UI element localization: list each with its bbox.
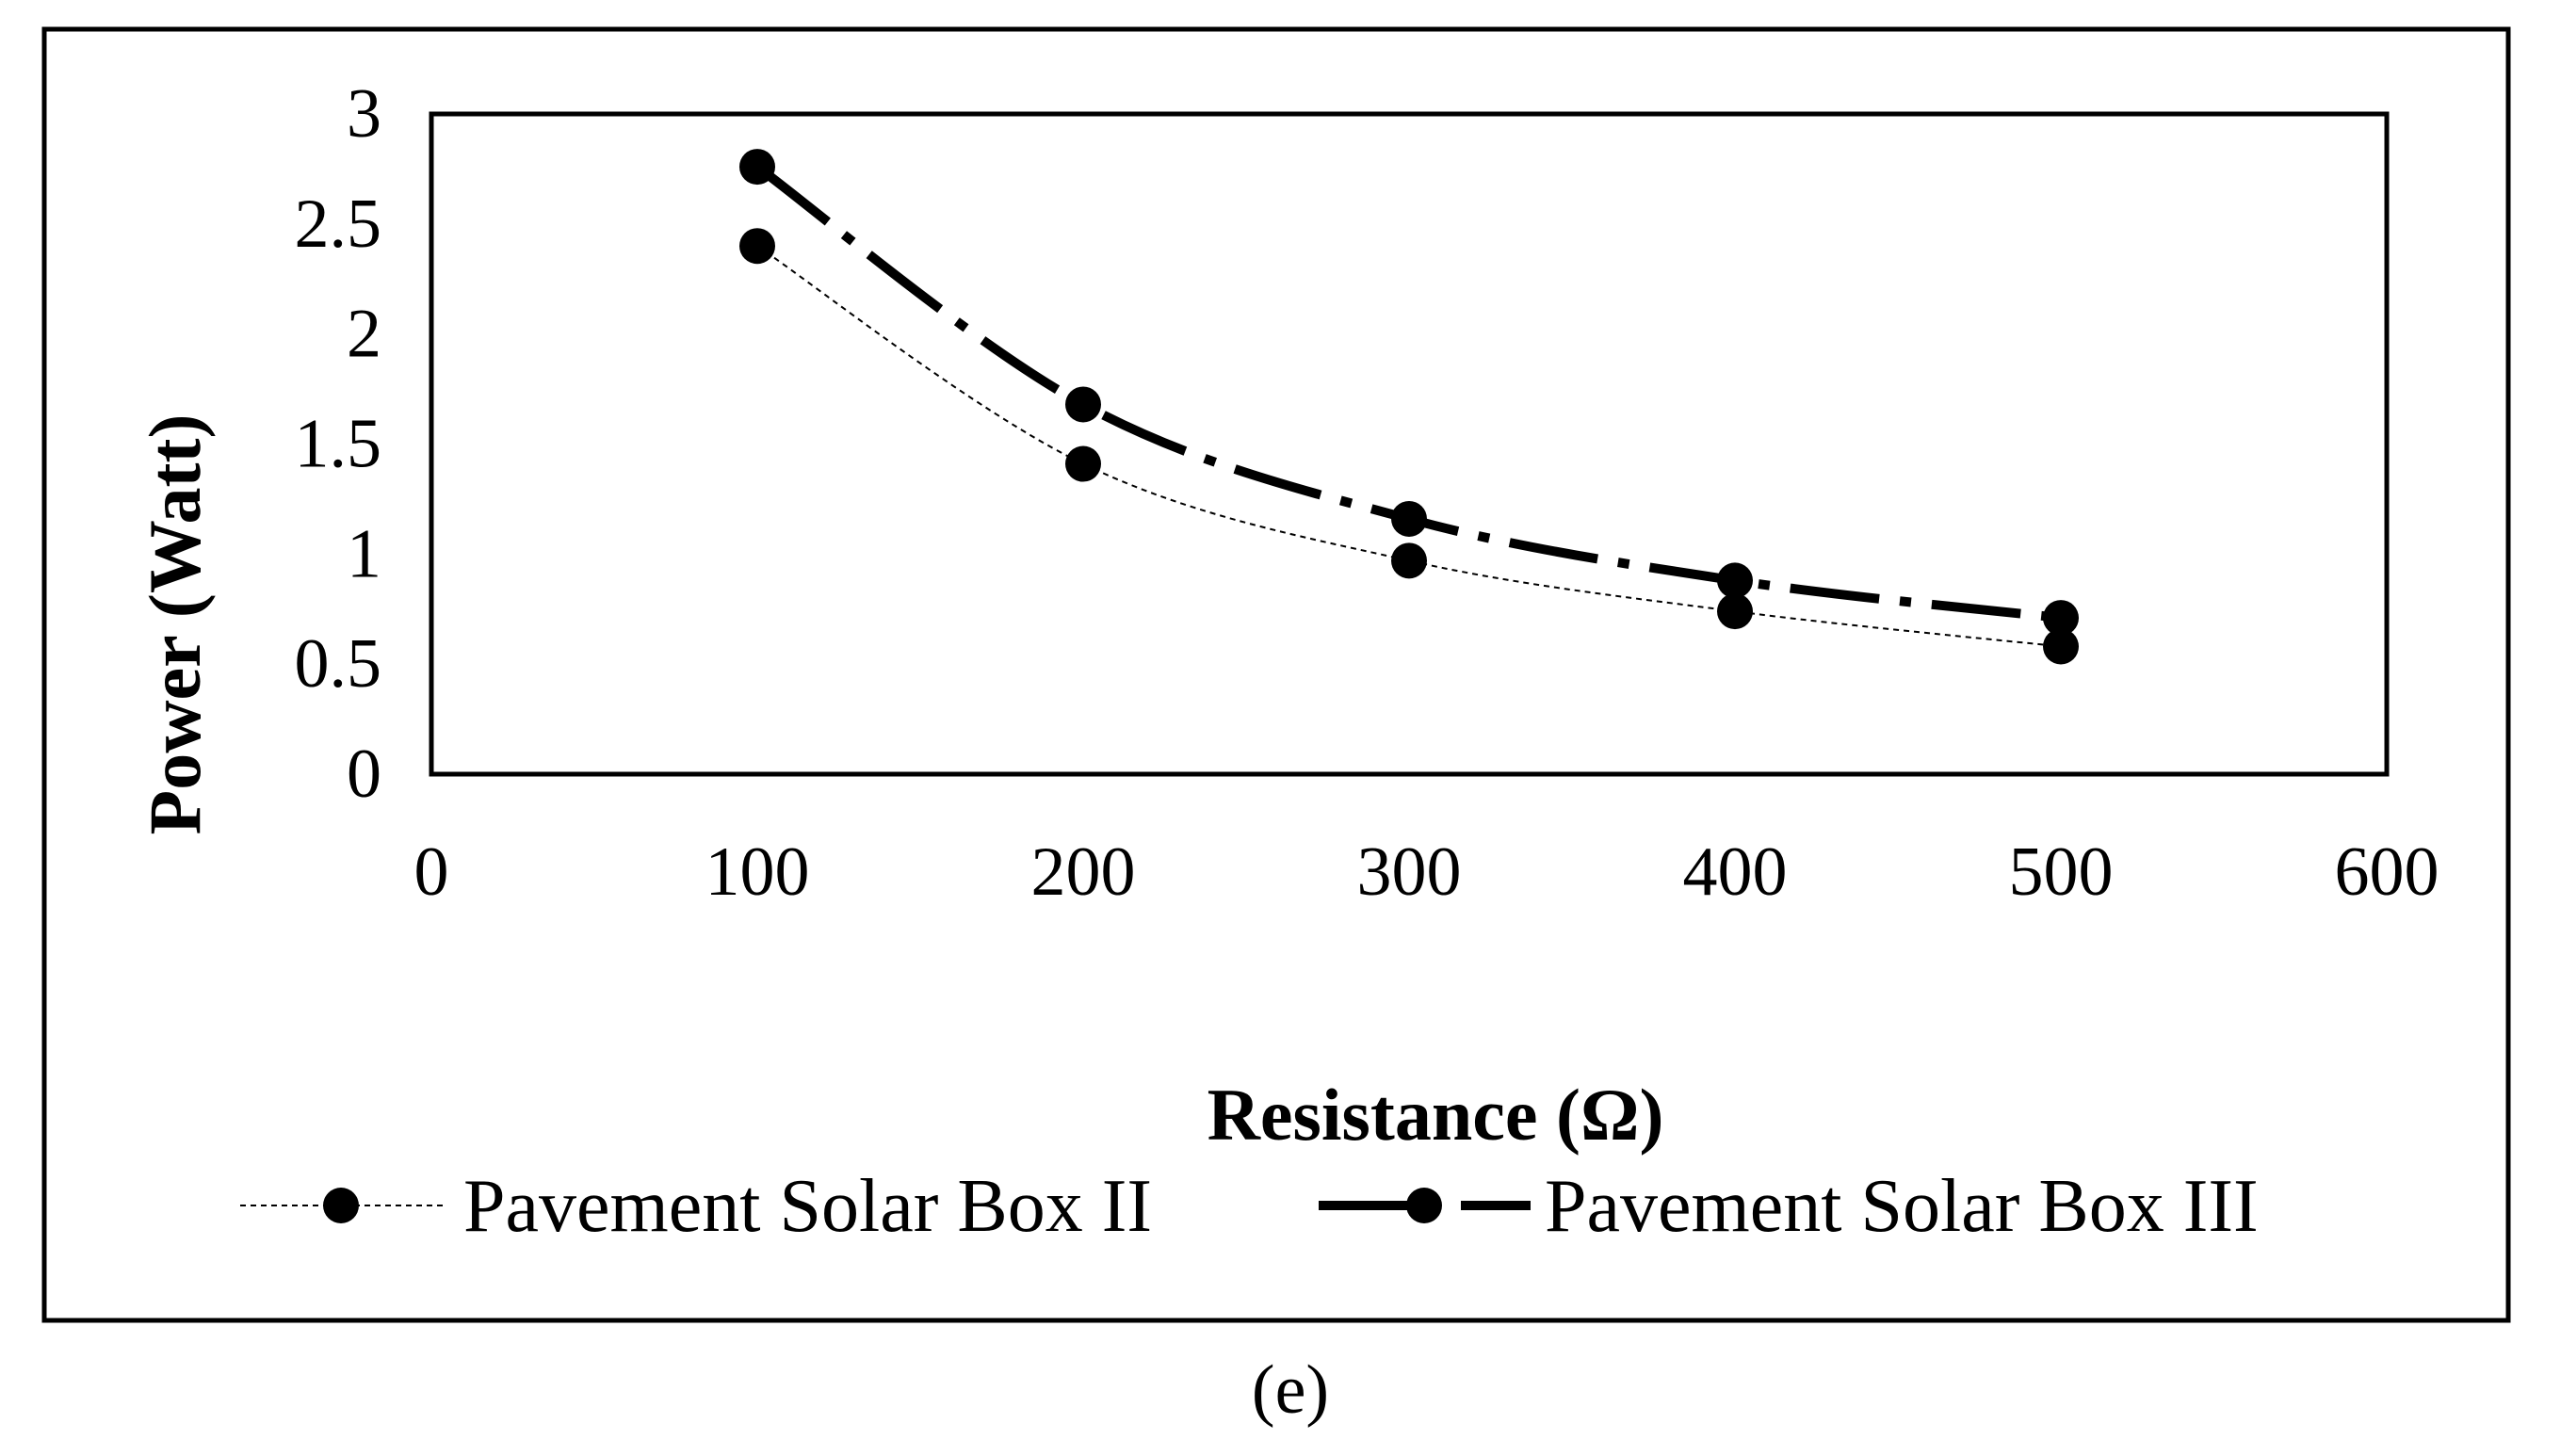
x-tick-label: 0	[414, 833, 449, 911]
series-1-point-3	[1391, 542, 1427, 579]
x-axis-ticks: 0 100 200 300 400 500 600	[414, 833, 2439, 911]
legend-label-series-2: Pavement Solar Box III	[1545, 1165, 2259, 1248]
series-2-point-3	[1391, 500, 1427, 537]
y-tick-label: 2.5	[295, 186, 382, 263]
x-tick-label: 500	[2009, 833, 2114, 911]
series-line-1	[756, 245, 2062, 648]
series-2-point-1	[739, 149, 775, 186]
series-2-point-2	[1065, 386, 1101, 423]
series-2-point-4	[1717, 562, 1753, 599]
x-tick-label: 300	[1357, 833, 1462, 911]
figure-border	[41, 26, 2511, 1323]
x-tick-label: 600	[2335, 833, 2439, 911]
y-tick-label: 3	[347, 75, 381, 153]
legend-marker-series-2	[1406, 1188, 1442, 1223]
series-1-point-1	[739, 228, 775, 265]
figure-caption: (e)	[1252, 1351, 1329, 1429]
y-tick-label: 1	[347, 515, 381, 592]
series-2-point-5	[2043, 600, 2079, 637]
series-1-point-4	[1717, 593, 1753, 630]
y-tick-label: 2	[347, 296, 381, 373]
y-tick-label: 0	[347, 736, 381, 813]
legend-marker-series-1	[323, 1188, 359, 1223]
x-tick-label: 100	[705, 833, 810, 911]
x-axis-title: Resistance (Ω)	[1208, 1074, 1664, 1156]
y-tick-label: 1.5	[295, 406, 382, 483]
x-tick-label: 400	[1683, 833, 1788, 911]
y-axis-ticks: 0 0.5 1 1.5 2 2.5 3	[295, 75, 382, 813]
series-1-point-5	[2043, 628, 2079, 665]
series-1-point-2	[1065, 445, 1101, 482]
y-axis-title: Power (Watt)	[134, 414, 216, 835]
legend-label-series-1: Pavement Solar Box II	[463, 1165, 1152, 1248]
legend: Pavement Solar Box II Pavement Solar Box…	[240, 1165, 2259, 1248]
plot-area-border	[429, 111, 2390, 777]
series-layer	[739, 149, 2079, 665]
x-tick-label: 200	[1031, 833, 1136, 911]
y-tick-label: 0.5	[295, 625, 382, 703]
